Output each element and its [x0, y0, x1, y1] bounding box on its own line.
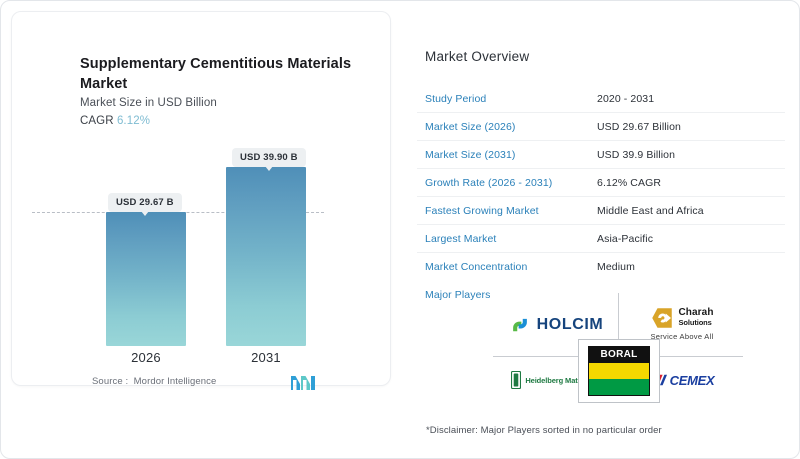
source-name: Mordor Intelligence	[133, 376, 217, 387]
boral-green-band	[589, 378, 649, 395]
charah-name-sub: Solutions	[678, 317, 712, 327]
market-overview-table: Study Period 2020 - 2031 Market Size (20…	[417, 85, 785, 310]
row-key-largest-market: Largest Market	[425, 232, 497, 245]
boral-yellow-band	[589, 362, 649, 379]
table-row: Market Size (2031) USD 39.9 Billion	[417, 141, 785, 169]
bar-chart-plot: USD 29.67 B USD 39.90 B 2026 2031	[12, 12, 392, 387]
market-overview-heading: Market Overview	[425, 49, 530, 64]
charah-name-main: Charah	[678, 307, 714, 319]
bar-2026	[106, 212, 186, 346]
market-size-chart-card: Supplementary Cementitious Materials Mar…	[11, 11, 392, 390]
row-value-largest-market: Asia-Pacific	[597, 232, 654, 245]
row-key-market-concentration: Market Concentration	[425, 260, 528, 273]
row-value-fastest-growing-market: Middle East and Africa	[597, 204, 704, 217]
row-key-market-size-2026: Market Size (2026)	[425, 120, 516, 133]
chart-cagr-label: CAGR	[80, 115, 114, 127]
source-label: Source :	[92, 376, 129, 387]
row-key-market-size-2031: Market Size (2031)	[425, 148, 516, 161]
table-row: Market Concentration Medium	[417, 253, 785, 280]
row-key-study-period: Study Period	[425, 92, 487, 105]
disclaimer-text: *Disclaimer: Major Players sorted in no …	[426, 425, 662, 436]
source-text: Source : Mordor Intelligence	[92, 376, 216, 387]
table-row: Fastest Growing Market Middle East and A…	[417, 197, 785, 225]
bar-2031	[226, 167, 306, 346]
major-players-logo-grid: HOLCIM Charah Solutions Service Above	[493, 293, 743, 403]
chart-title: Supplementary Cementitious Materials Mar…	[80, 56, 352, 92]
table-row: Largest Market Asia-Pacific	[417, 225, 785, 253]
row-value-study-period: 2020 - 2031	[597, 92, 655, 105]
table-row: Study Period 2020 - 2031	[417, 85, 785, 113]
heidelberg-mark-icon	[511, 371, 522, 389]
bar-label-2031: USD 39.90 B	[232, 148, 306, 171]
player-logo-heidelberg-materials: Heidelberg Materials	[495, 359, 613, 401]
chart-cagr: CAGR 6.12%	[80, 115, 150, 127]
mordor-intelligence-logo-icon	[291, 376, 315, 390]
major-players-row: Major Players	[417, 280, 785, 310]
cemex-wordmark: CEMEX	[669, 372, 715, 388]
holcim-mark-icon	[512, 318, 527, 332]
row-value-market-size-2026: USD 29.67 Billion	[597, 120, 681, 133]
heidelberg-wordmark: Heidelberg Materials	[525, 375, 597, 385]
table-row: Growth Rate (2026 - 2031) 6.12% CAGR	[417, 169, 785, 197]
row-value-market-size-2031: USD 39.9 Billion	[597, 148, 676, 161]
charah-wordmark: Charah Solutions	[678, 307, 714, 327]
x-axis-tick-2026: 2026	[131, 350, 161, 365]
row-key-growth-rate: Growth Rate (2026 - 2031)	[425, 176, 553, 189]
table-row: Market Size (2026) USD 29.67 Billion	[417, 113, 785, 141]
row-value-growth-rate: 6.12% CAGR	[597, 176, 662, 189]
boral-name-bar: BORAL	[589, 347, 649, 363]
charah-mark-icon	[652, 307, 673, 328]
bar-label-2026: USD 29.67 B	[108, 193, 182, 216]
player-logo-boral: BORAL	[578, 339, 660, 403]
chart-subtitle: Market Size in USD Billion	[80, 97, 217, 109]
charah-tagline: Service Above All	[650, 331, 714, 341]
holcim-wordmark: HOLCIM	[536, 316, 604, 333]
x-axis-tick-2031: 2031	[251, 350, 281, 365]
boral-wordmark: BORAL	[600, 349, 638, 361]
boral-mark-icon: BORAL	[588, 346, 650, 396]
player-logo-charah-solutions: Charah Solutions Service Above All	[623, 293, 741, 353]
player-logo-holcim: HOLCIM	[497, 297, 615, 353]
major-players-label: Major Players	[425, 289, 491, 301]
chart-cagr-value: 6.12%	[116, 115, 151, 127]
row-key-fastest-growing-market: Fastest Growing Market	[425, 204, 539, 217]
row-value-market-concentration: Medium	[597, 260, 635, 273]
